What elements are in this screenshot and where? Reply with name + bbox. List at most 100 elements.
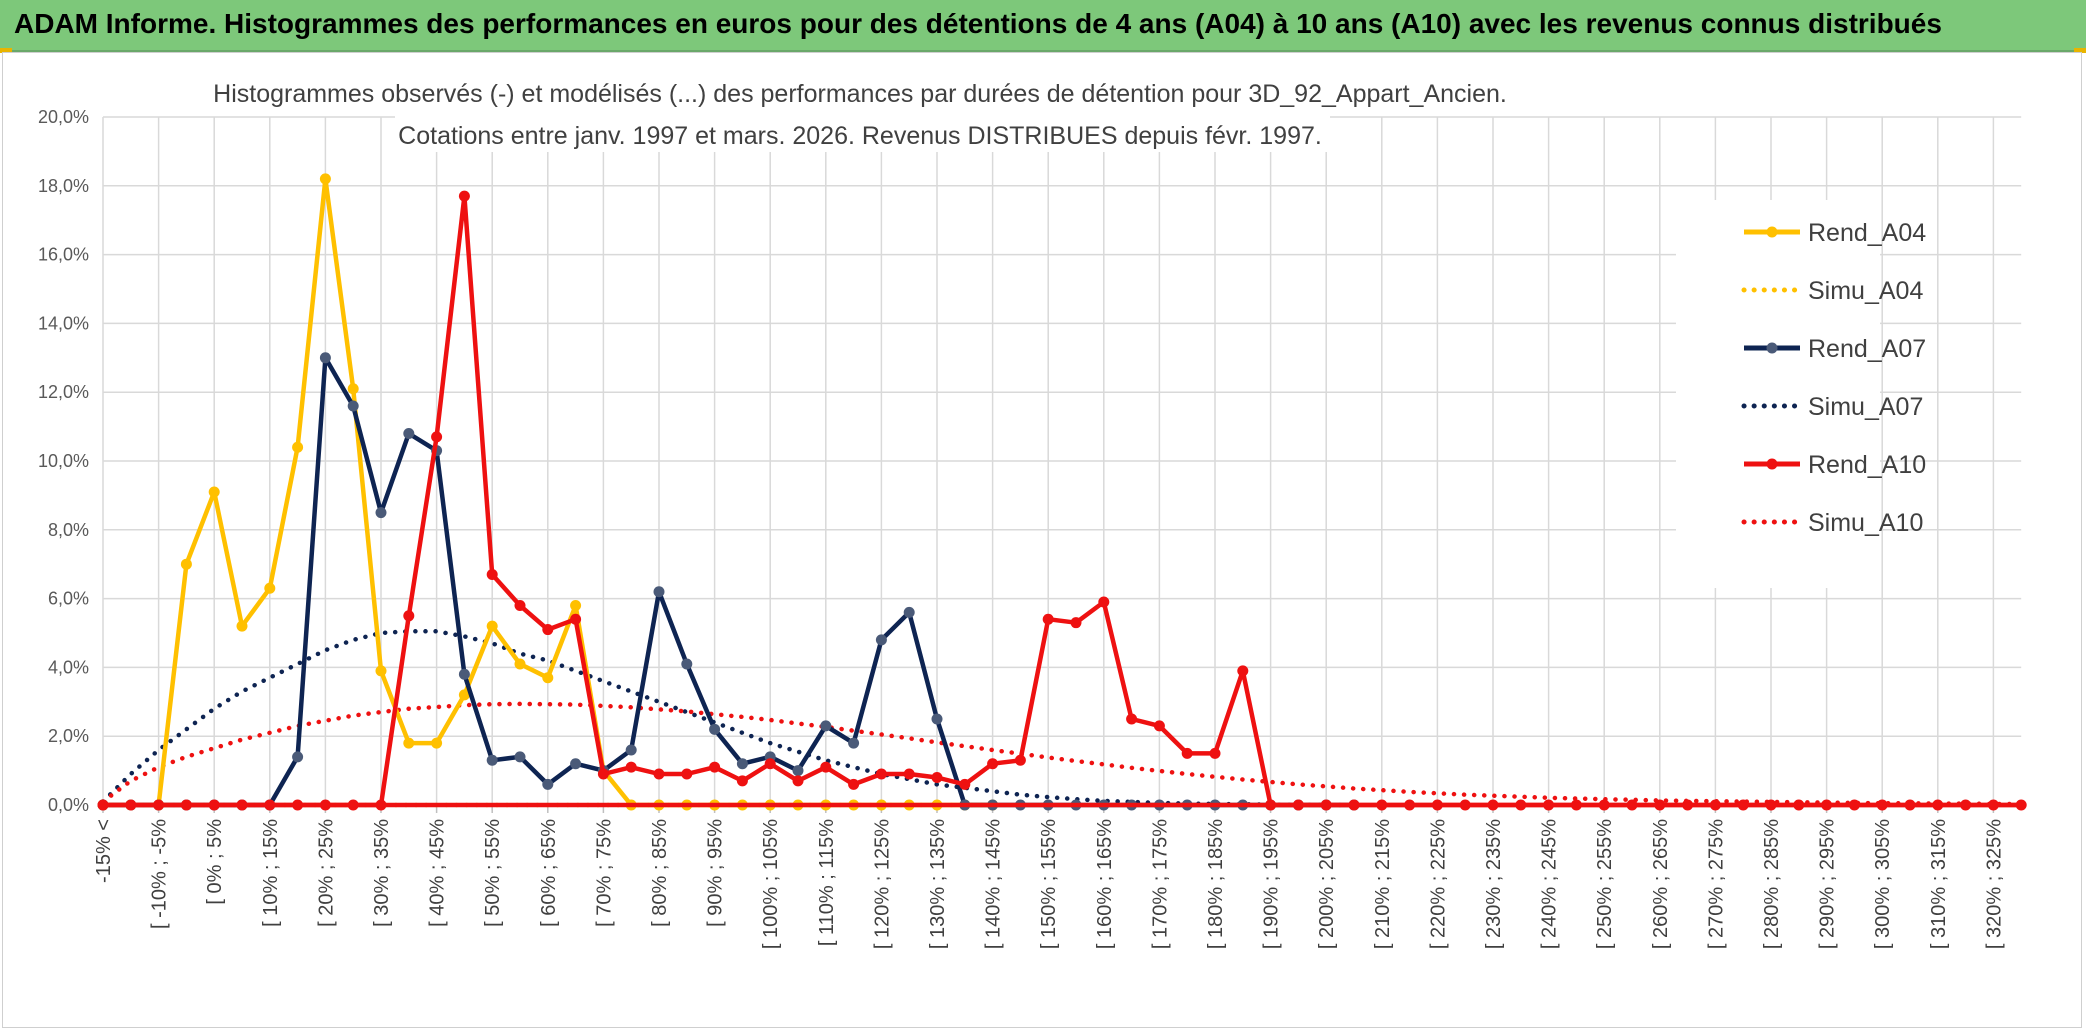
data-point-Rend_A07 [792, 765, 804, 777]
x-tick-label: [ 200% ; 205% [1316, 819, 1338, 949]
x-tick-label: [ 150% ; 155% [1038, 819, 1060, 949]
x-tick-label: [ 190% ; 195% [1261, 819, 1283, 949]
legend: Rend_A04 Simu_A04 Rend_A07 Simu_A07 Rend_A10… [1676, 200, 1926, 588]
y-tick-label: 8,0% [48, 520, 89, 540]
y-tick-label: 0,0% [48, 795, 89, 815]
legend-item: Simu_A04 [1741, 277, 1923, 305]
data-point-Rend_A04 [542, 672, 554, 684]
data-point-Rend_A07 [486, 754, 498, 766]
series-Simu_A10 [100, 701, 2024, 807]
series-layer [97, 173, 2027, 811]
data-point-Rend_A07 [820, 720, 832, 732]
data-point-Rend_A04 [486, 620, 498, 632]
legend-label: Simu_A10 [1808, 509, 1923, 537]
data-point-Rend_A10 [514, 599, 526, 611]
y-tick-label: 4,0% [48, 657, 89, 677]
x-axis: -15% < [ -10% ; -5% [ 0% ; 5% [ 10% ; 15% [ … [93, 804, 2022, 949]
data-point-Rend_A07 [375, 507, 387, 519]
legend-item: Rend_A07 [1744, 335, 1926, 363]
x-tick-label: [ 110% ; 115% [816, 819, 838, 946]
x-tick-label: [ 90% ; 95% [705, 819, 727, 927]
data-point-Rend_A04 [514, 658, 526, 670]
data-point-Rend_A07 [514, 751, 526, 763]
data-point-Rend_A10 [1153, 720, 1165, 732]
data-point-Rend_A07 [542, 778, 554, 790]
data-point-Rend_A10 [1098, 596, 1110, 608]
data-point-Rend_A10 [709, 761, 721, 773]
data-point-Rend_A10 [1237, 665, 1249, 677]
data-point-Rend_A10 [931, 771, 943, 783]
y-tick-label: 12,0% [38, 382, 89, 402]
chart-frame [2, 52, 2082, 1028]
chart-title: Histogrammes observés (-) et modélisés (… [213, 80, 1507, 108]
legend-label: Rend_A10 [1808, 451, 1926, 479]
data-point-Rend_A04 [236, 620, 248, 632]
data-point-Rend_A10 [486, 569, 498, 581]
data-point-Rend_A10 [1126, 713, 1138, 725]
report-banner: ADAM Informe. Histogrammes des performan… [0, 0, 2086, 52]
series-line-Rend_A07 [103, 355, 1354, 808]
x-tick-label: [ 40% ; 45% [427, 819, 449, 927]
data-point-Rend_A04 [180, 558, 192, 570]
data-point-Rend_A04 [208, 486, 220, 498]
x-tick-label: [ 230% ; 235% [1483, 819, 1505, 949]
data-point-Rend_A04 [319, 173, 331, 185]
data-point-Rend_A04 [570, 599, 582, 611]
data-point-Rend_A10 [1181, 747, 1193, 759]
data-point-Rend_A07 [319, 352, 331, 364]
data-point-Rend_A10 [681, 768, 693, 780]
x-tick-label: [ 10% ; 15% [260, 819, 282, 927]
data-point-Rend_A07 [931, 713, 943, 725]
data-point-Rend_A10 [625, 761, 637, 773]
data-point-Rend_A07 [681, 658, 693, 670]
data-point-Rend_A10 [431, 431, 443, 443]
x-tick-label: [ 250% ; 255% [1594, 819, 1616, 949]
data-point-Rend_A10 [792, 775, 804, 787]
legend-label: Rend_A07 [1808, 335, 1926, 363]
report-title: ADAM Informe. Histogrammes des performan… [14, 8, 1942, 39]
data-point-Rend_A07 [903, 606, 915, 618]
legend-label: Rend_A04 [1808, 219, 1926, 247]
x-tick-label: -15% < [93, 819, 115, 883]
y-tick-label: 6,0% [48, 589, 89, 609]
x-tick-label: [ 0% ; 5% [204, 819, 226, 905]
data-point-Rend_A07 [570, 758, 582, 770]
data-point-Rend_A07 [848, 737, 860, 749]
legend-marker [1766, 226, 1778, 238]
series-Rend_A07 [97, 352, 1360, 811]
data-point-Rend_A07 [458, 668, 470, 680]
legend-label: Simu_A07 [1808, 393, 1923, 421]
x-tick-label: [ 220% ; 225% [1427, 819, 1449, 949]
series-Simu_A07 [100, 629, 1357, 808]
data-point-Rend_A07 [653, 586, 665, 598]
corner-mark-left [0, 48, 12, 53]
data-point-Rend_A10 [542, 624, 554, 636]
x-tick-label: [ 140% ; 145% [983, 819, 1005, 949]
x-tick-label: [ 290% ; 295% [1817, 819, 1839, 949]
data-point-Rend_A04 [403, 737, 415, 749]
data-point-Rend_A10 [653, 768, 665, 780]
legend-marker [1766, 342, 1778, 354]
x-tick-label: [ 320% ; 325% [1983, 819, 2005, 949]
data-point-Rend_A10 [458, 190, 470, 202]
x-tick-label: [ 260% ; 265% [1650, 819, 1672, 949]
data-point-Rend_A07 [875, 634, 887, 646]
x-tick-label: [ 120% ; 125% [871, 819, 893, 949]
x-tick-label: [ 300% ; 305% [1872, 819, 1894, 949]
y-axis: 0,0% 2,0% 4,0% 6,0% 8,0% 10,0% 12,0% 14,0% 16,0%… [38, 107, 89, 815]
x-tick-label: [ 240% ; 245% [1539, 819, 1561, 949]
performance-histogram-chart: 0,0% 2,0% 4,0% 6,0% 8,0% 10,0% 12,0% 14,0% 16,0%… [38, 72, 2027, 949]
y-tick-label: 14,0% [38, 313, 89, 333]
data-point-Rend_A04 [264, 582, 276, 594]
y-tick-label: 18,0% [38, 176, 89, 196]
chart-subtitle: Cotations entre janv. 1997 et mars. 2026… [398, 122, 1322, 150]
data-point-Rend_A10 [1014, 754, 1026, 766]
data-point-Rend_A04 [375, 665, 387, 677]
y-tick-label: 2,0% [48, 726, 89, 746]
data-point-Rend_A04 [458, 689, 470, 701]
data-point-Rend_A10 [1042, 613, 1054, 625]
legend-background [1676, 200, 1880, 588]
series-line-Simu_A10 [100, 701, 2024, 807]
data-point-Rend_A07 [403, 427, 415, 439]
data-point-Rend_A10 [570, 613, 582, 625]
